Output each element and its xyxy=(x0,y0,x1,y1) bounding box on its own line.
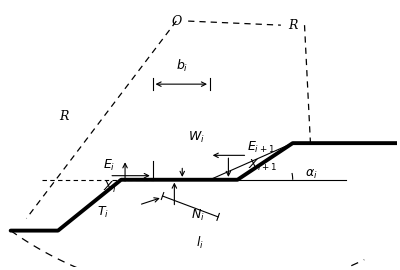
Text: R: R xyxy=(288,19,297,32)
Text: $l_i$: $l_i$ xyxy=(196,235,204,251)
Text: O: O xyxy=(171,15,182,28)
Text: $\alpha_i$: $\alpha_i$ xyxy=(304,168,317,181)
Text: $N_i$: $N_i$ xyxy=(191,208,205,223)
Text: $T_i$: $T_i$ xyxy=(97,205,109,220)
Text: $E_{i+1}$: $E_{i+1}$ xyxy=(247,140,275,155)
Text: $b_i$: $b_i$ xyxy=(176,58,188,74)
Text: R: R xyxy=(59,110,69,123)
Text: $W_i$: $W_i$ xyxy=(188,130,205,144)
Text: $X_{i+1}$: $X_{i+1}$ xyxy=(248,158,277,173)
Text: $E_i$: $E_i$ xyxy=(103,158,116,173)
Text: $X_i$: $X_i$ xyxy=(102,180,116,195)
